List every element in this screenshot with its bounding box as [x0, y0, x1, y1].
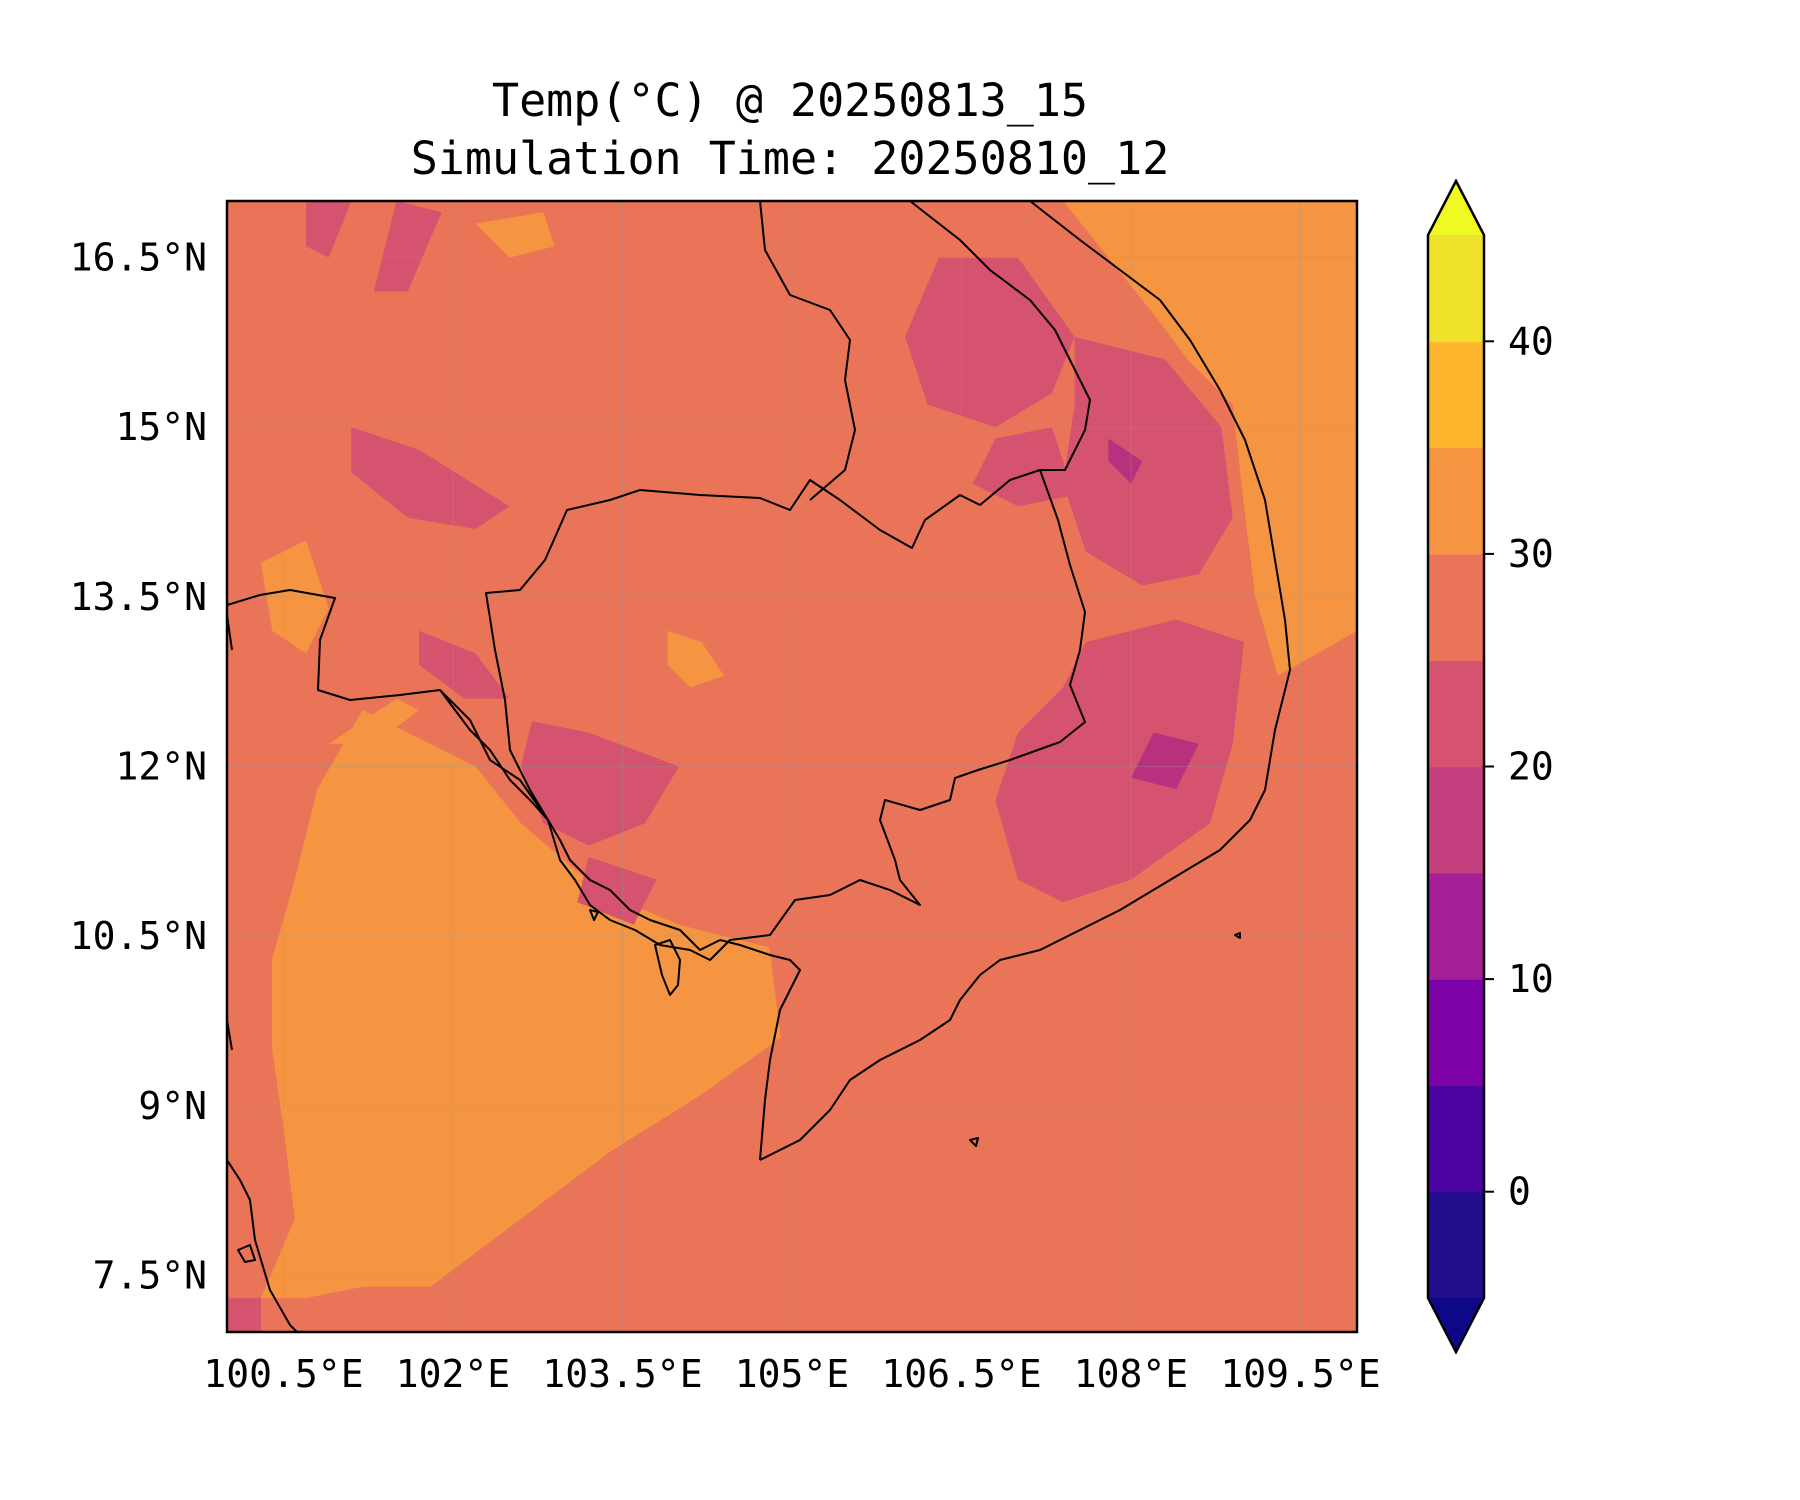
- colorbar-band: [1428, 1191, 1484, 1299]
- lat-tick-label: 13.5°N: [70, 575, 207, 619]
- colorbar-band: [1428, 979, 1484, 1086]
- colorbar-tick-label: 30: [1508, 532, 1554, 576]
- island-samui: [237, 1244, 256, 1263]
- lon-tick-label: 109.5°E: [1220, 1352, 1380, 1396]
- colorbar-extend-min: [1428, 1298, 1484, 1352]
- colorbar-band: [1428, 766, 1484, 874]
- temp-region-cool-tay-ninh: [419, 630, 510, 699]
- temp-region-warm-cambodia-patch: [667, 630, 725, 688]
- lat-tick-label: 10.5°N: [70, 914, 207, 958]
- island-phu-quoc: [654, 939, 681, 996]
- colorbar-tick-label: 40: [1508, 319, 1554, 363]
- coastline-vietnam: [759, 201, 1291, 1161]
- map-area: [225, 199, 1359, 1334]
- map-title-line1: Temp(°C) @ 20250813_15: [492, 74, 1088, 127]
- temp-region-warm-thai-west: [260, 540, 329, 654]
- colorbar-band: [1428, 1085, 1484, 1193]
- colorbar-tick-label: 20: [1508, 745, 1554, 789]
- temp-region-cool-laos-north: [905, 257, 1075, 428]
- coastline-malay-peninsula: [227, 1159, 298, 1332]
- lon-tick-label: 108°E: [1074, 1352, 1188, 1396]
- graticule: [227, 201, 1357, 1332]
- lon-tick-label: 103.5°E: [542, 1352, 702, 1396]
- island-con-dao: [969, 1137, 979, 1147]
- colorbar-band: [1428, 660, 1484, 768]
- temp-region-warm-west-gulf: [260, 710, 781, 1299]
- colorbar-band: [1428, 341, 1484, 449]
- island-koh-rong: [589, 909, 599, 921]
- temp-region-cool-south-tip: [227, 1298, 261, 1332]
- colorbar-band: [1428, 553, 1484, 661]
- country-border-laos: [759, 201, 1091, 501]
- lon-tick-label: 100.5°E: [203, 1352, 363, 1396]
- lat-tick-label: 16.5°N: [70, 236, 207, 280]
- coastline-gulf-thailand: [439, 689, 721, 951]
- lat-tick-label: 9°N: [138, 1084, 207, 1128]
- lon-tick-label: 102°E: [396, 1352, 510, 1396]
- coastline-border-layer: [227, 201, 1291, 1332]
- colorbar-tick-label: 0: [1508, 1170, 1531, 1214]
- temp-region-cool-se-highlands: [995, 619, 1244, 903]
- colorbar-outline: [1426, 178, 1486, 1355]
- colorbar-band: [1428, 235, 1484, 342]
- longitude-tick-labels: 100.5°E 102°E 103.5°E 105°E 106.5°E 108°E 109.…: [203, 1352, 1380, 1396]
- colorbar-tick-label: 10: [1508, 957, 1554, 1001]
- coastline-mekong-delta: [719, 939, 801, 1161]
- country-border-cambodia: [485, 469, 1086, 961]
- temp-region-cool-laos-mid: [972, 427, 1075, 507]
- colorbar-band: [1428, 872, 1484, 980]
- temp-region-cool-cardamom-south: [577, 857, 657, 925]
- temp-region-warm-north-patch: [475, 212, 555, 258]
- temp-region-colder-pocket-south: [1131, 732, 1199, 790]
- lat-tick-label: 12°N: [115, 745, 207, 789]
- country-border-thailand: [227, 589, 549, 821]
- lat-tick-label: 15°N: [115, 405, 207, 449]
- lon-tick-label: 106.5°E: [881, 1352, 1041, 1396]
- temperature-fill-layer: [227, 201, 1357, 1332]
- island-sea-east: [1234, 932, 1241, 939]
- latitude-tick-labels: 16.5°N 15°N 13.5°N 12°N 10.5°N 9°N 7.5°N: [70, 236, 207, 1298]
- lat-tick-label: 7.5°N: [93, 1253, 207, 1297]
- temp-region-cool-north-strip: [373, 201, 442, 292]
- colorbar-extend-max: [1428, 181, 1484, 235]
- lon-tick-label: 105°E: [735, 1352, 849, 1396]
- temp-region-cool-nw: [306, 201, 352, 258]
- temp-region-warm-vn-coast: [1063, 201, 1357, 676]
- temp-region-warm-gulf-north: [328, 698, 420, 744]
- temp-region-colder-pocket-north: [1108, 438, 1143, 484]
- temp-region-cool-central-highlands: [1063, 336, 1233, 586]
- map-title-line2: Simulation Time: 20250810_12: [411, 132, 1170, 185]
- temp-region-cool-cardamom: [520, 721, 679, 846]
- colorbar: 0 10 20 30 40: [1426, 178, 1554, 1355]
- colorbar-band: [1428, 447, 1484, 555]
- map-frame: [225, 199, 1359, 1334]
- temp-region-cool-thai-north: [351, 427, 510, 529]
